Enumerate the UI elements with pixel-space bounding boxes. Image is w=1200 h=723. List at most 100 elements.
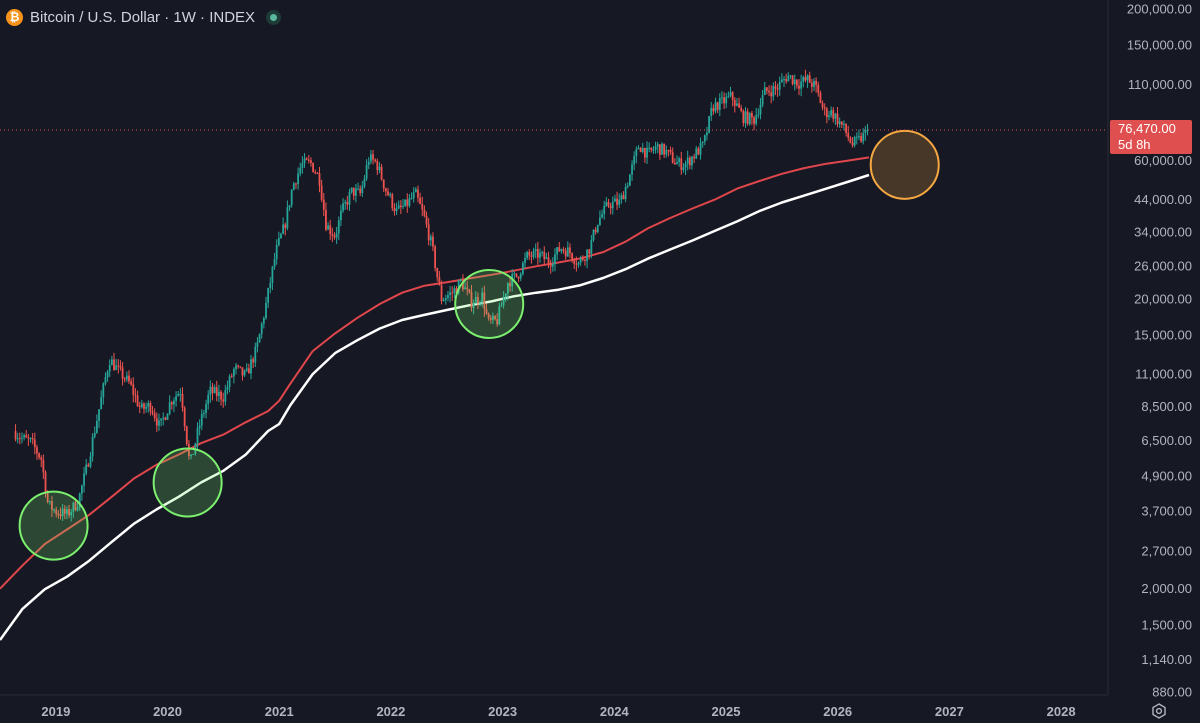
highlight-circle-1[interactable] — [18, 490, 89, 561]
candle — [243, 369, 246, 377]
candle — [312, 162, 314, 173]
candle — [504, 293, 507, 302]
candle — [301, 156, 304, 174]
highlight-circle-4[interactable] — [869, 129, 940, 200]
candle — [113, 352, 115, 371]
candle — [813, 78, 815, 92]
candle — [173, 397, 175, 413]
symbol-title[interactable]: Bitcoin / U.S. Dollar · 1W · INDEX — [30, 8, 256, 26]
y-tick-label: 20,000.00 — [1134, 291, 1192, 306]
candle — [453, 285, 456, 299]
candle — [596, 224, 599, 234]
y-tick-label: 15,000.00 — [1134, 328, 1192, 343]
candle — [624, 183, 627, 203]
candle — [821, 100, 824, 111]
candle — [607, 198, 610, 208]
candle — [751, 110, 753, 125]
candle — [93, 426, 96, 439]
candle — [335, 226, 338, 245]
candle — [436, 267, 439, 282]
candle — [222, 392, 225, 408]
candle — [250, 354, 252, 380]
candle — [763, 81, 766, 96]
candle — [748, 112, 751, 126]
candle — [847, 125, 850, 142]
candle — [755, 107, 758, 126]
candle — [408, 194, 411, 208]
candle — [402, 199, 404, 210]
candle — [663, 143, 666, 158]
candle — [316, 171, 319, 174]
candle — [695, 145, 698, 160]
candle — [286, 200, 289, 231]
candle — [564, 247, 567, 260]
candle — [825, 106, 828, 124]
candle — [592, 229, 595, 242]
candle — [862, 128, 865, 145]
x-tick-label: 2028 — [1047, 704, 1076, 719]
candle — [125, 371, 128, 382]
chart-settings-button[interactable] — [1150, 702, 1168, 720]
y-tick-label: 110,000.00 — [1128, 77, 1192, 92]
candle — [31, 433, 34, 445]
candle — [284, 222, 287, 236]
candle — [387, 187, 389, 197]
candle — [53, 508, 55, 513]
candle — [295, 182, 297, 189]
highlight-circle-2[interactable] — [152, 447, 223, 518]
candle — [541, 250, 544, 257]
candle — [220, 390, 222, 406]
candle — [262, 316, 265, 329]
last-price-tag: 76,470.00 5d 8h — [1110, 120, 1192, 154]
y-tick-label: 3,700.00 — [1141, 504, 1192, 519]
candle — [614, 194, 616, 202]
candle — [196, 422, 199, 450]
candle — [665, 145, 668, 158]
market-status-dot-icon[interactable] — [266, 9, 282, 25]
candle — [628, 173, 631, 187]
candle — [622, 191, 625, 200]
candle — [434, 244, 437, 272]
candle — [650, 147, 653, 153]
candle — [864, 125, 867, 141]
candle — [836, 106, 839, 128]
candle — [277, 231, 280, 247]
y-tick-label: 26,000.00 — [1134, 258, 1192, 273]
moving-average-line-1 — [0, 156, 870, 590]
candle — [258, 333, 261, 343]
candle — [327, 222, 329, 230]
candle — [417, 185, 419, 203]
candle — [271, 265, 274, 291]
highlight-circle-3[interactable] — [454, 268, 525, 339]
candle — [61, 504, 64, 521]
candle — [361, 180, 364, 197]
candle — [474, 291, 477, 304]
candle — [845, 123, 847, 137]
candle — [487, 312, 490, 321]
candle — [51, 496, 53, 518]
candle — [232, 367, 235, 384]
candle — [151, 406, 154, 416]
candle — [658, 144, 661, 160]
y-tick-label: 2,700.00 — [1141, 543, 1192, 558]
candle — [389, 192, 392, 198]
candle — [130, 378, 133, 386]
candle — [320, 179, 323, 203]
candle — [134, 388, 137, 403]
candle — [646, 141, 648, 164]
candle — [785, 73, 788, 84]
candle — [746, 108, 749, 126]
candle — [506, 282, 509, 301]
candle — [571, 252, 574, 263]
candle — [123, 376, 126, 383]
candle — [828, 111, 830, 121]
candle — [575, 256, 578, 272]
candle — [350, 187, 353, 194]
candle — [305, 157, 308, 161]
candle — [162, 412, 165, 426]
candle — [817, 81, 820, 97]
candle — [164, 416, 167, 421]
candle — [218, 384, 220, 403]
